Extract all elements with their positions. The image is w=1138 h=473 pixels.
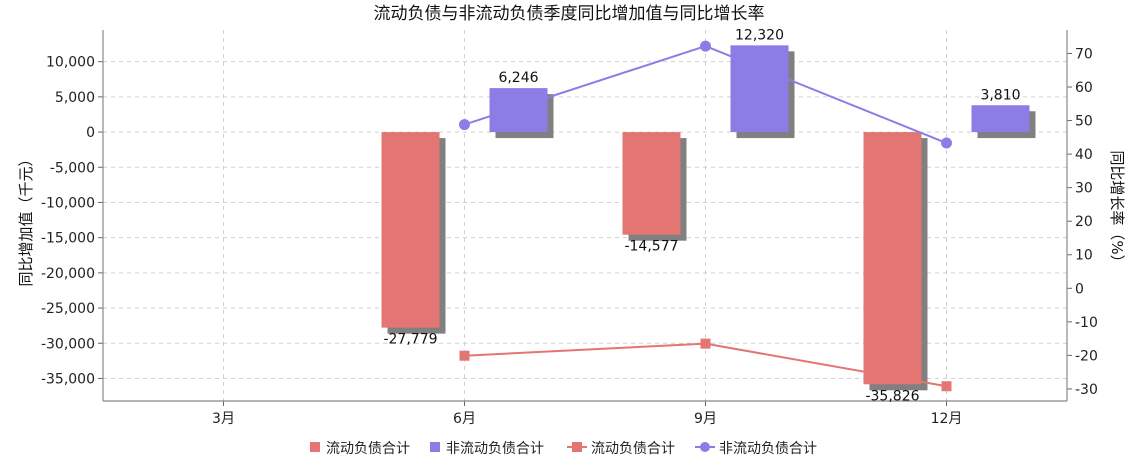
y-right-tick-label: -20 [1075, 348, 1098, 364]
legend-bar-swatch [430, 442, 440, 452]
bar-current [381, 132, 440, 328]
chart-title: 流动负债与非流动负债季度同比增加值与同比增长率 [374, 4, 765, 24]
line-point-circle [459, 119, 470, 131]
label-layer: -27,779 -14,577 -35,826 6,246 12,320 3,810 [383, 27, 1020, 404]
y-right-tick-label: 10 [1075, 248, 1093, 264]
y-left-tick-label: -30,000 [41, 336, 95, 352]
bar-data-label: 6,246 [498, 70, 538, 86]
legend-circle-marker [700, 442, 710, 452]
legend-label: 流动负债合计 [326, 441, 410, 457]
bar-data-label: 12,320 [735, 27, 784, 43]
bar-noncurrent [971, 105, 1030, 133]
line-point-circle [700, 40, 711, 52]
y-right-tick-label: 60 [1075, 80, 1093, 96]
y-left-tick-label: -10,000 [41, 195, 95, 211]
line-point-square [700, 338, 711, 349]
bar-data-label: -27,779 [383, 332, 437, 348]
y-left-tick-label: -20,000 [41, 266, 95, 282]
y-right-tick-label: 50 [1075, 114, 1093, 130]
y-left-tick-label: -35,000 [41, 371, 95, 387]
bar-data-label: -14,577 [624, 239, 678, 255]
bar-data-label: 3,810 [980, 87, 1020, 103]
bar-current [863, 132, 922, 385]
x-tick-label: 12月 [931, 411, 963, 427]
y-right-tick-label: 70 [1075, 46, 1093, 62]
legend-label: 流动负债合计 [591, 441, 675, 457]
bar-noncurrent [489, 88, 548, 133]
line-point-circle [941, 137, 952, 149]
legend-square-marker [572, 442, 582, 452]
line-layer [459, 40, 952, 392]
y-right-tick-label: 30 [1075, 181, 1093, 197]
y-left-tick-label: -25,000 [41, 301, 95, 317]
legend-bar-swatch [310, 442, 320, 452]
y-right-tick-label: -10 [1075, 315, 1098, 331]
legend-label: 非流动负债合计 [446, 441, 544, 457]
legend-label: 非流动负债合计 [719, 441, 817, 457]
bar-noncurrent [730, 45, 789, 133]
line-point-square [459, 350, 470, 361]
y-left-tick-label: -15,000 [41, 231, 95, 247]
legend: 流动负债合计 非流动负债合计 流动负债合计 非流动负债合计 [310, 441, 817, 457]
y-axis-right-title: 同比增长率（%） [1108, 150, 1126, 269]
bar-layer [381, 45, 1036, 391]
y-right-tick-label: 20 [1075, 214, 1093, 230]
y-left-tick-label: 5,000 [55, 90, 95, 106]
line-point-square [941, 381, 952, 392]
y-axis-left-title: 同比增加值（千元） [17, 151, 35, 286]
y-left-tick-label: 10,000 [46, 55, 95, 71]
bar-data-label: -35,826 [865, 388, 919, 404]
y-right-tick-label: -30 [1075, 382, 1098, 398]
y-left-tick-label: -5,000 [50, 160, 95, 176]
x-tick-label: 9月 [694, 411, 717, 427]
axis-layer: 10,000 5,000 0 -5,000 -10,000 -15,000 -20,000 -… [41, 30, 1098, 427]
y-right-tick-label: 0 [1075, 281, 1084, 297]
y-left-tick-label: 0 [86, 125, 95, 141]
x-tick-label: 3月 [212, 411, 235, 427]
x-tick-label: 6月 [453, 411, 476, 427]
y-right-tick-label: 40 [1075, 147, 1093, 163]
bar-current [622, 132, 681, 235]
